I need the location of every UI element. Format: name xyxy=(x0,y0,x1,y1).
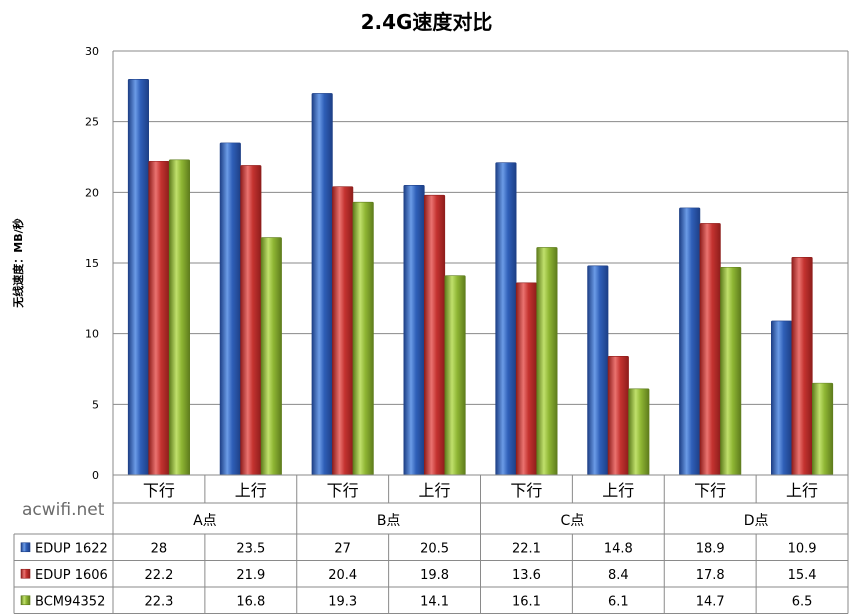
bar xyxy=(168,159,190,476)
x-tick-label: 下行 xyxy=(694,481,726,500)
y-tick-label: 5 xyxy=(92,398,99,411)
bar xyxy=(679,207,701,476)
bar xyxy=(791,257,813,476)
bar xyxy=(311,93,333,476)
data-label: 13.6 xyxy=(512,568,541,583)
x-tick-label: 下行 xyxy=(510,481,542,500)
y-tick-label: 20 xyxy=(85,186,99,199)
data-label: 6.5 xyxy=(792,594,813,609)
x-tick-label: 下行 xyxy=(327,481,359,500)
bar xyxy=(424,194,446,476)
x-tick-label: 上行 xyxy=(786,481,818,500)
bar xyxy=(219,142,241,476)
group-label: B点 xyxy=(377,513,401,529)
data-label: 22.1 xyxy=(512,541,541,556)
data-label: 19.3 xyxy=(328,594,357,609)
bar xyxy=(771,320,793,476)
y-tick-label: 25 xyxy=(85,116,99,129)
legend-key xyxy=(20,595,31,606)
data-label: 20.5 xyxy=(420,541,449,556)
data-label: 28 xyxy=(151,541,168,556)
y-tick-label: 10 xyxy=(85,328,99,341)
chart-title: 2.4G速度对比 xyxy=(360,10,493,34)
y-tick-label: 0 xyxy=(92,469,99,482)
data-label: 23.5 xyxy=(236,541,265,556)
legend-key xyxy=(20,568,31,579)
legend-key xyxy=(20,542,31,553)
data-label: 6.1 xyxy=(608,594,629,609)
y-tick-label: 30 xyxy=(85,45,99,58)
data-label: 15.4 xyxy=(788,568,817,583)
data-label: 16.8 xyxy=(236,594,265,609)
x-tick-label: 下行 xyxy=(143,481,175,500)
bar xyxy=(403,184,425,476)
group-label: C点 xyxy=(560,513,584,529)
bar xyxy=(352,201,374,476)
legend-label: BCM94352 xyxy=(35,594,105,609)
bar xyxy=(260,237,282,476)
bar xyxy=(515,282,537,476)
data-label: 17.8 xyxy=(696,568,725,583)
data-label: 14.1 xyxy=(420,594,449,609)
data-label: 8.4 xyxy=(608,568,629,583)
bar xyxy=(536,247,558,476)
data-label: 14.8 xyxy=(604,541,633,556)
bar xyxy=(607,355,629,476)
bar xyxy=(444,275,466,476)
bar xyxy=(699,223,721,476)
bar xyxy=(812,382,834,476)
x-tick-label: 上行 xyxy=(419,481,451,500)
bar xyxy=(587,265,609,476)
group-label: A点 xyxy=(193,513,217,529)
watermark-text: acwifi.net xyxy=(22,500,105,520)
bar xyxy=(240,165,262,476)
data-label: 16.1 xyxy=(512,594,541,609)
data-label: 22.2 xyxy=(144,568,173,583)
x-tick-label: 上行 xyxy=(235,481,267,500)
group-label: D点 xyxy=(744,513,769,529)
legend-label: EDUP 1606 xyxy=(35,568,108,583)
legend-label: EDUP 1622 xyxy=(35,541,108,556)
data-label: 22.3 xyxy=(144,594,173,609)
data-label: 27 xyxy=(334,541,351,556)
bar xyxy=(495,162,517,476)
data-label: 14.7 xyxy=(696,594,725,609)
bar xyxy=(720,266,742,476)
y-tick-label: 15 xyxy=(85,257,99,270)
x-tick-label: 上行 xyxy=(602,481,634,500)
data-label: 18.9 xyxy=(696,541,725,556)
data-label: 21.9 xyxy=(236,568,265,583)
bar xyxy=(628,388,650,476)
bar xyxy=(127,78,149,476)
data-label: 20.4 xyxy=(328,568,357,583)
data-label: 19.8 xyxy=(420,568,449,583)
bar xyxy=(332,186,354,476)
data-label: 10.9 xyxy=(788,541,817,556)
bar xyxy=(148,160,170,476)
